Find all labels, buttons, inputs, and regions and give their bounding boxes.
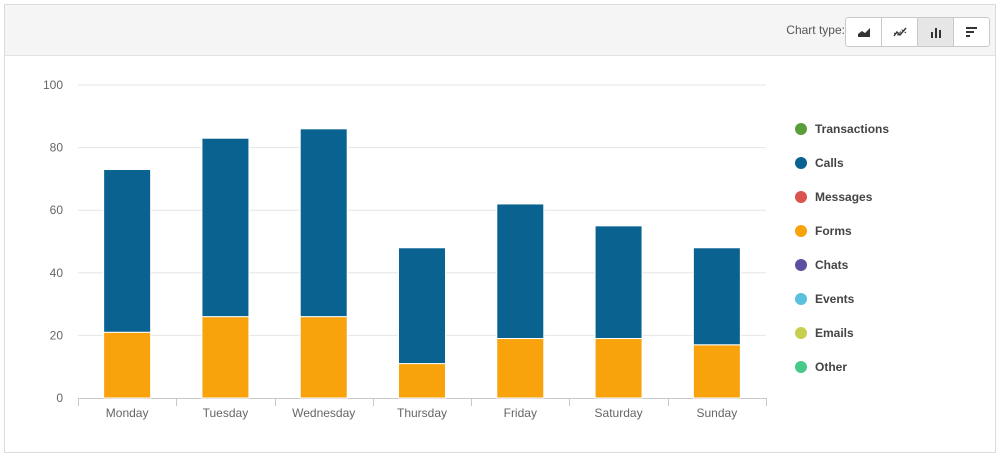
legend-label: Other [815, 360, 848, 374]
legend-item-emails[interactable]: Emails [795, 316, 889, 350]
legend-item-other[interactable]: Other [795, 350, 889, 384]
bar-forms-thursday [398, 363, 446, 399]
legend-label: Forms [815, 224, 852, 238]
legend-color-dot [795, 123, 807, 135]
legend-label: Events [815, 292, 855, 306]
y-tick-label: 100 [43, 78, 63, 92]
line-chart-button[interactable] [882, 18, 918, 46]
legend-color-dot [795, 191, 807, 203]
y-tick-label: 60 [50, 203, 64, 217]
area-chart-button[interactable] [846, 18, 882, 46]
legend-label: Calls [815, 156, 844, 170]
x-tick-label: Tuesday [203, 406, 249, 420]
x-tick-label: Monday [106, 406, 149, 420]
legend-color-dot [795, 225, 807, 237]
line-chart-icon [892, 27, 907, 37]
legend-label: Chats [815, 258, 849, 272]
legend-item-calls[interactable]: Calls [795, 146, 889, 180]
legend-color-dot [795, 157, 807, 169]
bar-calls-saturday [594, 225, 643, 340]
chart-type-label: Chart type: [786, 23, 845, 37]
y-tick-label: 40 [50, 266, 64, 280]
chart-type-selector [845, 17, 990, 47]
x-tick-label: Wednesday [292, 406, 355, 420]
chart-legend: Transactions Calls Messages Forms Chats Event… [795, 112, 889, 384]
bar-forms-monday [103, 331, 152, 399]
bar-calls-friday [496, 203, 545, 340]
y-tick-label: 20 [50, 328, 64, 342]
x-tick-label: Sunday [697, 406, 738, 420]
horizontal-bar-chart-icon [965, 27, 977, 37]
legend-color-dot [795, 327, 807, 339]
bar-forms-friday [496, 338, 545, 399]
legend-label: Transactions [815, 122, 890, 136]
legend-color-dot [795, 361, 807, 373]
area-chart-icon [857, 28, 870, 37]
y-tick-label: 0 [56, 391, 63, 405]
bar-calls-thursday [398, 247, 446, 365]
legend-color-dot [795, 293, 807, 305]
legend-item-messages[interactable]: Messages [795, 180, 889, 214]
legend-item-transactions[interactable]: Transactions [795, 112, 889, 146]
x-tick-label: Thursday [397, 406, 447, 420]
horizontal-bar-chart-button[interactable] [954, 18, 989, 46]
legend-label: Emails [815, 326, 854, 340]
legend-item-forms[interactable]: Forms [795, 214, 889, 248]
x-tick-label: Saturday [595, 406, 643, 420]
x-tick-label: Friday [504, 406, 537, 420]
y-tick-label: 80 [50, 141, 64, 155]
bar-forms-tuesday [201, 316, 250, 399]
legend-color-dot [795, 259, 807, 271]
legend-label: Messages [815, 190, 873, 204]
legend-item-events[interactable]: Events [795, 282, 889, 316]
bar-calls-wednesday [299, 128, 348, 318]
bar-forms-saturday [594, 338, 643, 399]
bar-forms-sunday [692, 344, 741, 399]
bar-chart-icon [930, 28, 941, 38]
bar-calls-tuesday [201, 137, 250, 318]
bar-chart-button[interactable] [918, 18, 954, 46]
bar-forms-wednesday [299, 316, 348, 399]
legend-item-chats[interactable]: Chats [795, 248, 889, 282]
bar-calls-sunday [692, 247, 741, 346]
chart-toolbar: Chart type: [5, 5, 995, 56]
bar-calls-monday [103, 169, 152, 333]
